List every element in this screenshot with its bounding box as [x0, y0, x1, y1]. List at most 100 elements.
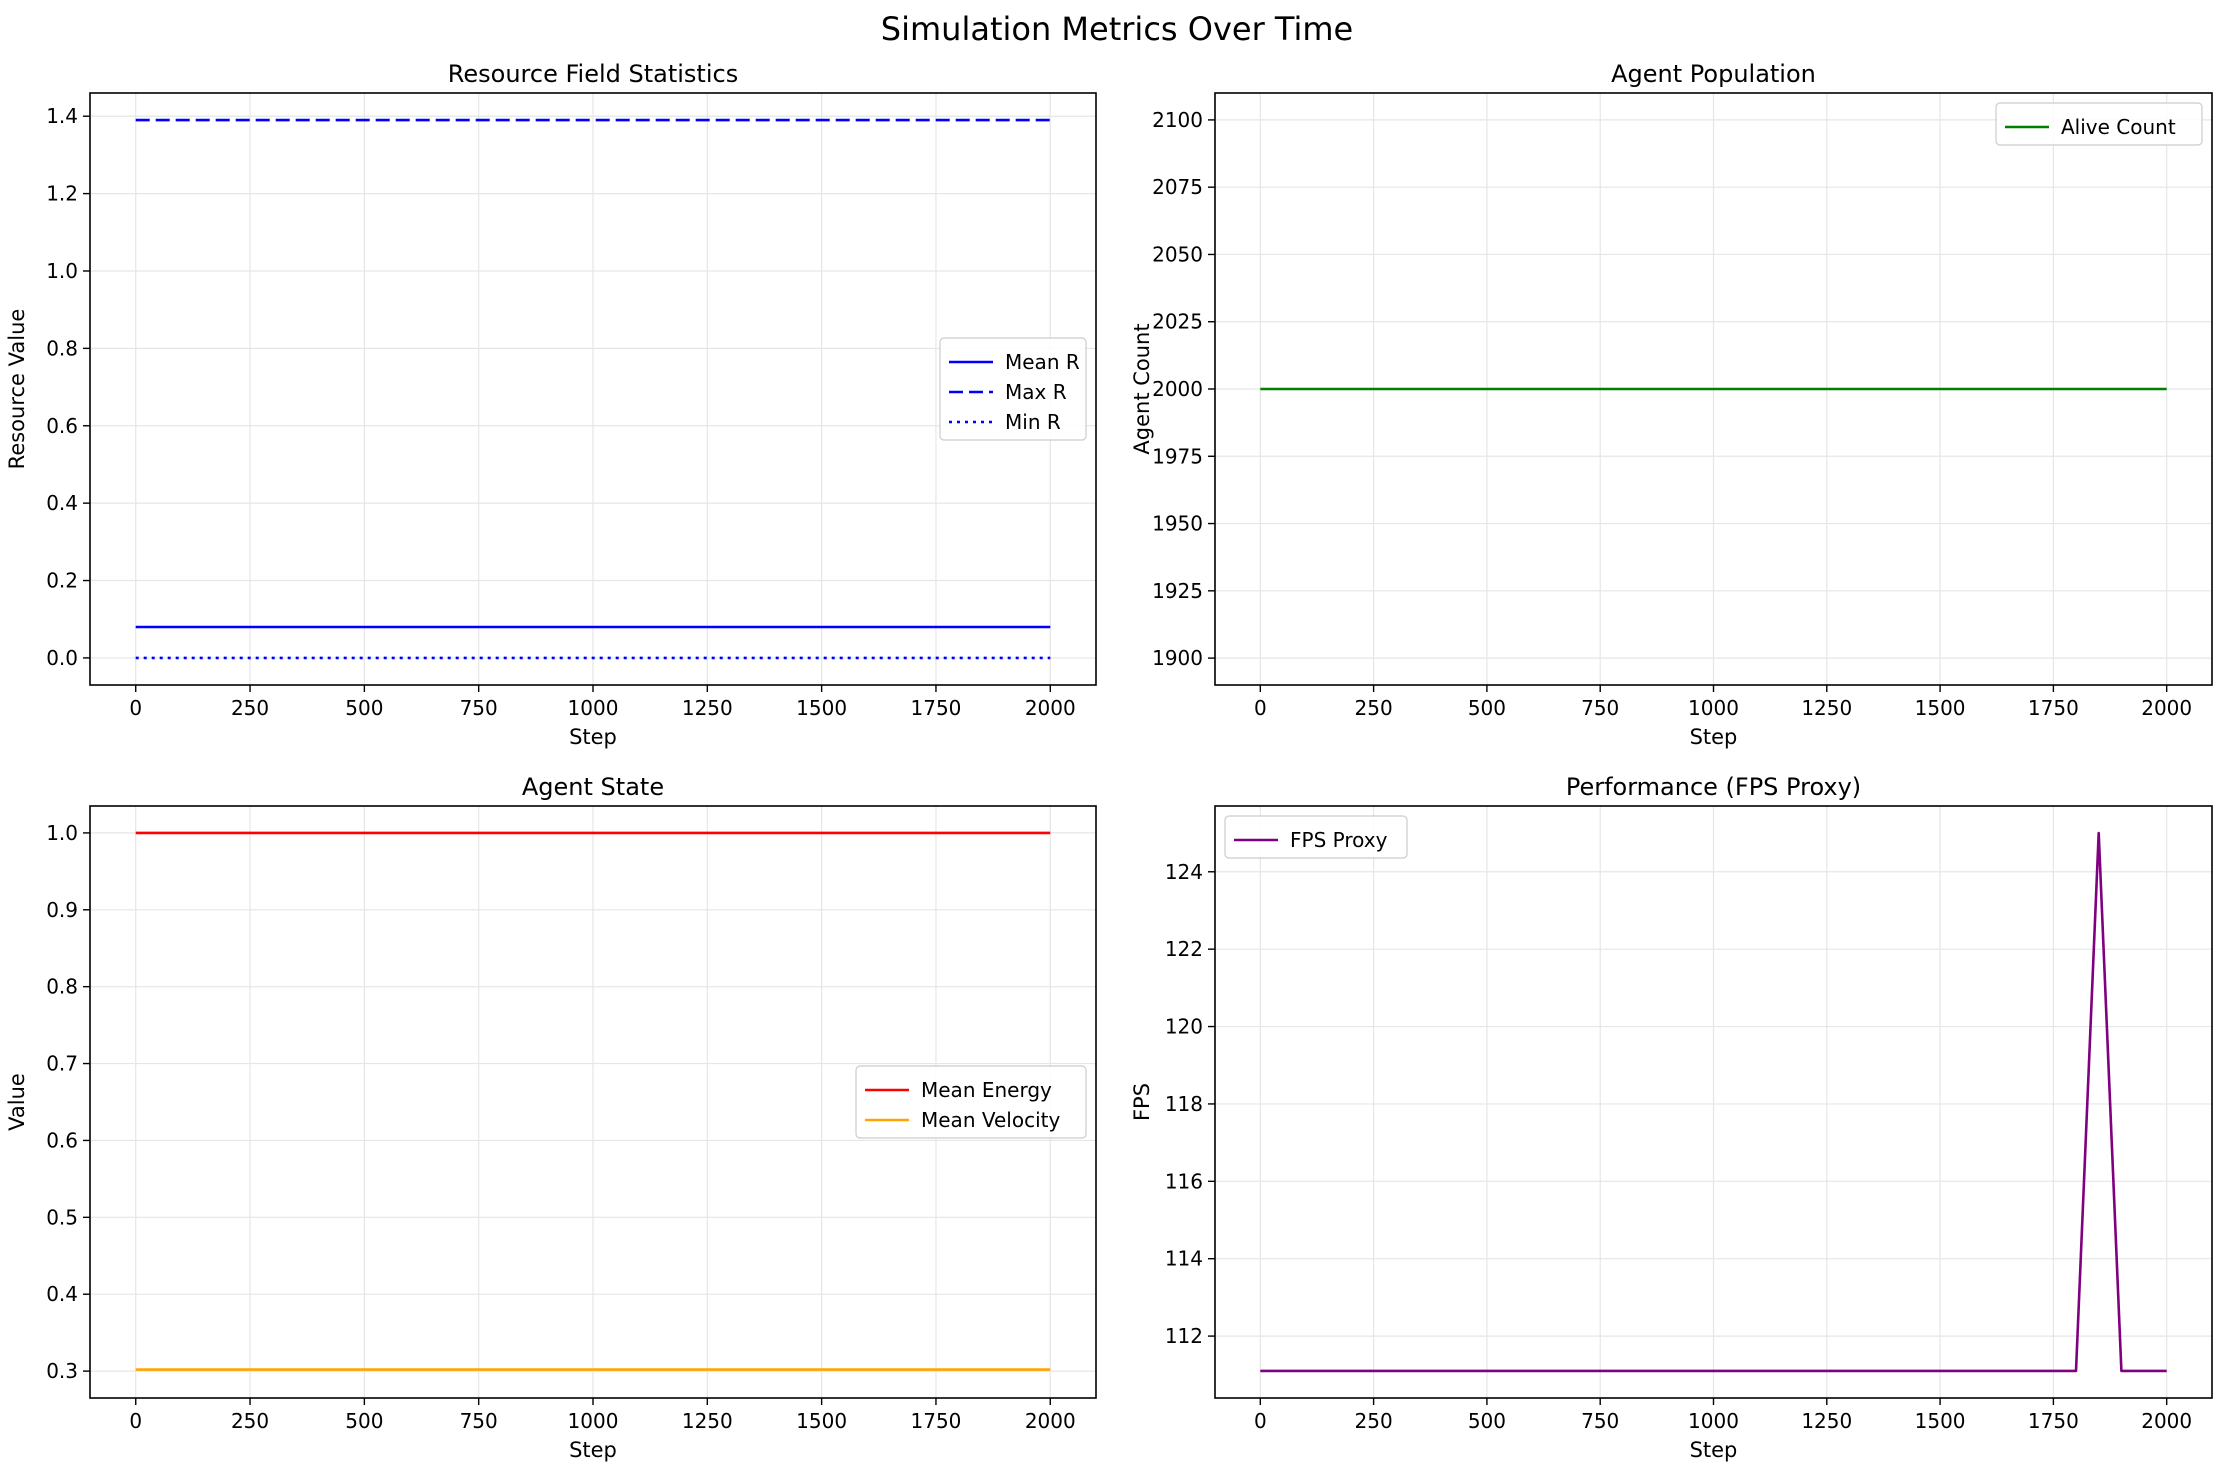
y-axis-label: Agent Count: [1130, 323, 1154, 454]
y-tick-label: 1.0: [46, 259, 78, 283]
y-tick-label: 114: [1165, 1247, 1203, 1271]
y-tick-label: 0.6: [46, 1128, 78, 1152]
x-tick-label: 0: [129, 696, 142, 720]
x-tick-label: 250: [231, 696, 269, 720]
x-axis-label: Step: [1690, 1438, 1738, 1462]
x-tick-label: 0: [1254, 1409, 1267, 1433]
subplot-4: 0 250 500 750 1000 1250 1500 1750 2000 112 114 116 1…: [1130, 773, 2213, 1462]
y-tick-label: 1950: [1152, 512, 1203, 536]
subplot-3: 0 250 500 750 1000 1250 1500 1750 2000 0.3 0.4 0.5 0…: [5, 773, 1097, 1462]
y-tick-label: 1900: [1152, 646, 1203, 670]
y-tick-label: 124: [1165, 860, 1203, 884]
y-tick-label: 2100: [1152, 108, 1203, 132]
legend-label: FPS Proxy: [1290, 828, 1388, 852]
x-tick-label: 1500: [796, 696, 847, 720]
y-tick-label: 1.4: [46, 104, 78, 128]
x-tick-label: 1750: [911, 696, 962, 720]
y-tick-label: 0.3: [46, 1359, 78, 1383]
x-tick-label: 1250: [1801, 696, 1852, 720]
y-tick-label: 116: [1165, 1169, 1203, 1193]
x-tick-label: 2000: [2141, 1409, 2192, 1433]
x-tick-label: 1750: [2028, 696, 2079, 720]
subplot-title: Agent Population: [1611, 60, 1816, 88]
subplot-title: Agent State: [522, 773, 664, 801]
subplot-grid: 0 250 500 750 1000 1250 1500 1750 2000 0.0 0.2 0.4 0…: [5, 60, 2213, 1462]
x-tick-label: 750: [460, 696, 498, 720]
legend-box: [1995, 102, 2203, 146]
y-tick-label: 0.5: [46, 1205, 78, 1229]
x-tick-label: 2000: [1025, 1409, 1076, 1433]
x-axis-label: Step: [569, 725, 617, 749]
y-tick-label: 2050: [1152, 242, 1203, 266]
figure-title: Simulation Metrics Over Time: [881, 10, 1353, 48]
y-tick-label: 122: [1165, 937, 1203, 961]
legend-label: Mean Velocity: [921, 1108, 1060, 1132]
legend-label: Alive Count: [2061, 115, 2176, 139]
y-tick-label: 120: [1165, 1015, 1203, 1039]
legend-label: Mean Energy: [921, 1078, 1052, 1102]
y-tick-label: 118: [1165, 1092, 1203, 1116]
y-tick-label: 0.6: [46, 414, 78, 438]
x-tick-label: 250: [1355, 696, 1393, 720]
y-tick-label: 0.0: [46, 646, 78, 670]
x-tick-label: 0: [1254, 696, 1267, 720]
legend-box: [939, 337, 1087, 441]
y-tick-label: 112: [1165, 1324, 1203, 1348]
y-tick-label: 2025: [1152, 310, 1203, 334]
x-tick-label: 750: [1581, 696, 1619, 720]
x-tick-label: 1000: [568, 696, 619, 720]
legend-box: [1224, 815, 1408, 859]
x-tick-label: 750: [1581, 1409, 1619, 1433]
x-tick-label: 1500: [1915, 696, 1966, 720]
y-tick-label: 0.7: [46, 1052, 78, 1076]
subplot-title: Resource Field Statistics: [448, 60, 738, 88]
x-tick-label: 2000: [2141, 696, 2192, 720]
y-tick-label: 1975: [1152, 444, 1203, 468]
x-tick-label: 1250: [682, 1409, 733, 1433]
legend-box: [855, 1065, 1087, 1139]
x-axis-label: Step: [1690, 725, 1738, 749]
y-axis-label: FPS: [1130, 1083, 1154, 1121]
legend: FPS Proxy: [1224, 815, 1408, 859]
legend: Mean R Max R Min R: [939, 337, 1087, 441]
y-axis-label: Value: [5, 1073, 29, 1131]
y-tick-label: 0.4: [46, 491, 78, 515]
x-tick-label: 1000: [568, 1409, 619, 1433]
y-tick-label: 0.4: [46, 1282, 78, 1306]
x-tick-label: 0: [129, 1409, 142, 1433]
x-tick-label: 1250: [1801, 1409, 1852, 1433]
x-tick-label: 250: [1355, 1409, 1393, 1433]
x-tick-label: 250: [231, 1409, 269, 1433]
y-tick-label: 0.9: [46, 898, 78, 922]
legend-label: Mean R: [1005, 350, 1080, 374]
legend-label: Max R: [1005, 380, 1067, 404]
series-line-fps-proxy: [1260, 831, 2167, 1373]
x-axis-label: Step: [569, 1438, 617, 1462]
x-tick-label: 1250: [682, 696, 733, 720]
x-tick-label: 500: [345, 696, 383, 720]
x-tick-label: 500: [345, 1409, 383, 1433]
subplot-2: 0 250 500 750 1000 1250 1500 1750 2000 1900 1925 19…: [1130, 60, 2213, 749]
x-tick-label: 1000: [1688, 696, 1739, 720]
y-tick-label: 1925: [1152, 579, 1203, 603]
y-tick-label: 0.8: [46, 336, 78, 360]
legend: Alive Count: [1995, 102, 2203, 146]
subplot-1: 0 250 500 750 1000 1250 1500 1750 2000 0.0 0.2 0.4 0…: [5, 60, 1097, 749]
x-tick-label: 500: [1468, 1409, 1506, 1433]
x-tick-label: 2000: [1025, 696, 1076, 720]
y-tick-label: 0.8: [46, 975, 78, 999]
x-tick-label: 500: [1468, 696, 1506, 720]
y-tick-label: 1.0: [46, 821, 78, 845]
y-axis-label: Resource Value: [5, 309, 29, 470]
legend: Mean Energy Mean Velocity: [855, 1065, 1087, 1139]
y-tick-label: 1.2: [46, 182, 78, 206]
x-tick-label: 1500: [796, 1409, 847, 1433]
legend-label: Min R: [1005, 410, 1061, 434]
y-tick-label: 0.2: [46, 569, 78, 593]
x-tick-label: 1750: [2028, 1409, 2079, 1433]
x-tick-label: 1000: [1688, 1409, 1739, 1433]
y-tick-label: 2000: [1152, 377, 1203, 401]
x-tick-label: 1500: [1915, 1409, 1966, 1433]
